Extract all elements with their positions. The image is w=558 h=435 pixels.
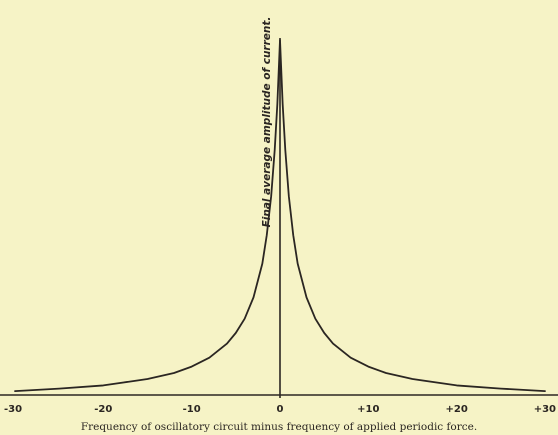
x-tick-label: -30 (4, 404, 22, 415)
x-tick-label: 0 (277, 404, 284, 415)
x-tick-labels: -30 -20 -10 0 +10 +20 +30 (4, 404, 556, 415)
series-line (14, 39, 546, 392)
x-tick-label: -10 (183, 404, 201, 415)
x-tick-label: +20 (446, 404, 468, 415)
x-tick-label: -20 (94, 404, 112, 415)
x-tick-label: +30 (534, 404, 556, 415)
x-axis-title: Frequency of oscillatory circuit minus f… (81, 421, 477, 433)
y-axis-title: Final average amplitude of current. (261, 17, 273, 228)
x-tick-label: +10 (357, 404, 379, 415)
